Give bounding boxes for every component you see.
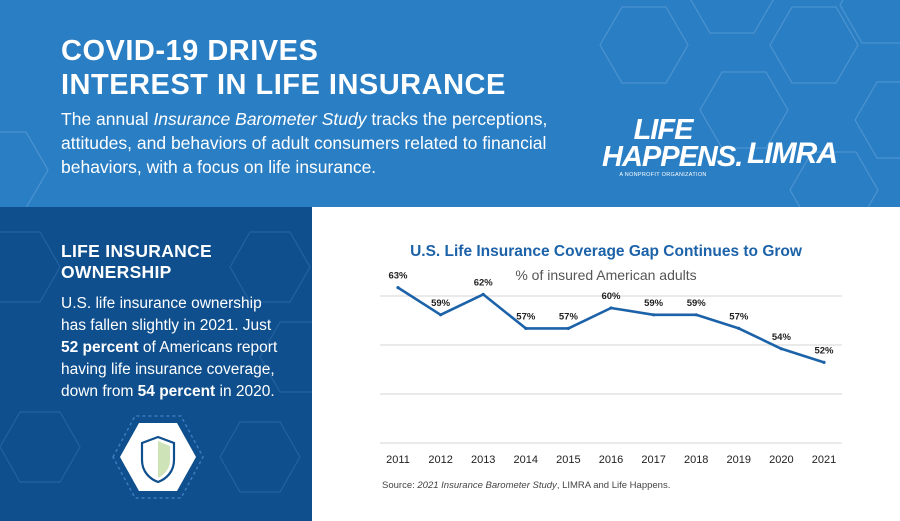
x-tick-2012: 2012 [428, 454, 452, 466]
data-point-2014 [524, 326, 528, 330]
data-label-2015: 57% [559, 311, 579, 322]
data-label-2012: 59% [431, 298, 451, 309]
chart-panel: U.S. Life Insurance Coverage Gap Continu… [312, 207, 900, 521]
x-tick-2020: 2020 [769, 454, 793, 466]
x-tick-2014: 2014 [514, 454, 538, 466]
ownership-text-3: in 2020. [215, 383, 275, 400]
x-tick-2019: 2019 [727, 454, 751, 466]
x-tick-2018: 2018 [684, 454, 708, 466]
intro-text-start: The annual [61, 109, 154, 129]
chart-title: U.S. Life Insurance Coverage Gap Continu… [410, 243, 802, 260]
ownership-heading: LIFE INSURANCE OWNERSHIP [61, 241, 281, 283]
title-line-1: COVID-19 DRIVES [61, 35, 319, 67]
ownership-text-2: of Americans report having life insuranc… [61, 339, 278, 400]
intro-study-name: Insurance Barometer Study [153, 109, 367, 129]
line-chart: 63% 2011 59% 2012 62% 2013 57% 2014 57% 2015 60% 20… [380, 271, 842, 466]
header-band: COVID-19 DRIVES INTEREST IN LIFE INSURAN… [0, 0, 900, 207]
data-label-2021: 52% [814, 345, 834, 356]
source-study-name: 2021 Insurance Barometer Study [417, 480, 557, 491]
source-suffix: , LIMRA and Life Happens. [556, 480, 671, 491]
data-label-2018: 59% [687, 298, 707, 309]
logo-happens-line: HAPPENS. [602, 141, 743, 173]
data-point-2018 [694, 313, 698, 317]
data-label-2016: 60% [601, 291, 621, 302]
data-label-2011: 63% [388, 271, 408, 282]
ownership-body: U.S. life insurance ownership has fallen… [61, 293, 291, 403]
x-tick-2016: 2016 [599, 454, 623, 466]
chart-subtitle: % of insured American adults [515, 267, 697, 283]
data-point-2016 [609, 306, 613, 310]
ownership-highlight-2020: 54 percent [137, 383, 216, 400]
data-point-2012 [439, 313, 443, 317]
life-happens-logo: LIFE HAPPENS. A NONPROFIT ORGANIZATION [602, 114, 743, 179]
x-tick-2017: 2017 [641, 454, 665, 466]
panel-hexagon-pattern [0, 231, 312, 493]
data-point-2017 [652, 313, 656, 317]
x-tick-2021: 2021 [812, 454, 836, 466]
data-label-2020: 54% [772, 332, 792, 343]
shield-badge [112, 415, 204, 499]
hexagon-pattern [0, 0, 900, 207]
data-label-2017: 59% [644, 298, 664, 309]
data-point-2013 [481, 292, 485, 296]
ownership-highlight-2021: 52 percent [61, 339, 139, 356]
data-label-2014: 57% [516, 311, 536, 322]
intro-paragraph: The annual Insurance Barometer Study tra… [61, 107, 581, 179]
page-title: COVID-19 DRIVES INTEREST IN LIFE INSURAN… [61, 34, 506, 102]
data-point-2020 [779, 347, 783, 351]
data-label-2013: 62% [474, 277, 494, 288]
ownership-heading-line-1: LIFE INSURANCE [61, 241, 213, 261]
limra-logo: LIMRA [747, 137, 838, 170]
data-point-2019 [737, 326, 741, 330]
x-tick-2011: 2011 [386, 454, 410, 466]
data-label-2019: 57% [729, 311, 749, 322]
ownership-text-1: U.S. life insurance ownership has fallen… [61, 295, 272, 334]
ownership-heading-line-2: OWNERSHIP [61, 262, 172, 282]
intro-text-end: tracks the perceptions, attitudes, and b… [61, 109, 548, 177]
shield-icon [140, 435, 176, 484]
title-line-2: INTEREST IN LIFE INSURANCE [61, 69, 506, 101]
source-prefix: Source: [382, 480, 418, 491]
x-tick-2013: 2013 [471, 454, 495, 466]
data-point-2015 [566, 326, 570, 330]
logo-subtitle: A NONPROFIT ORGANIZATION [619, 172, 707, 178]
source-note: Source: 2021 Insurance Barometer Study, … [382, 480, 670, 491]
logo-life-line: LIFE [633, 114, 694, 146]
x-tick-2015: 2015 [556, 454, 580, 466]
data-point-2011 [396, 286, 400, 290]
data-point-2021 [822, 360, 826, 364]
